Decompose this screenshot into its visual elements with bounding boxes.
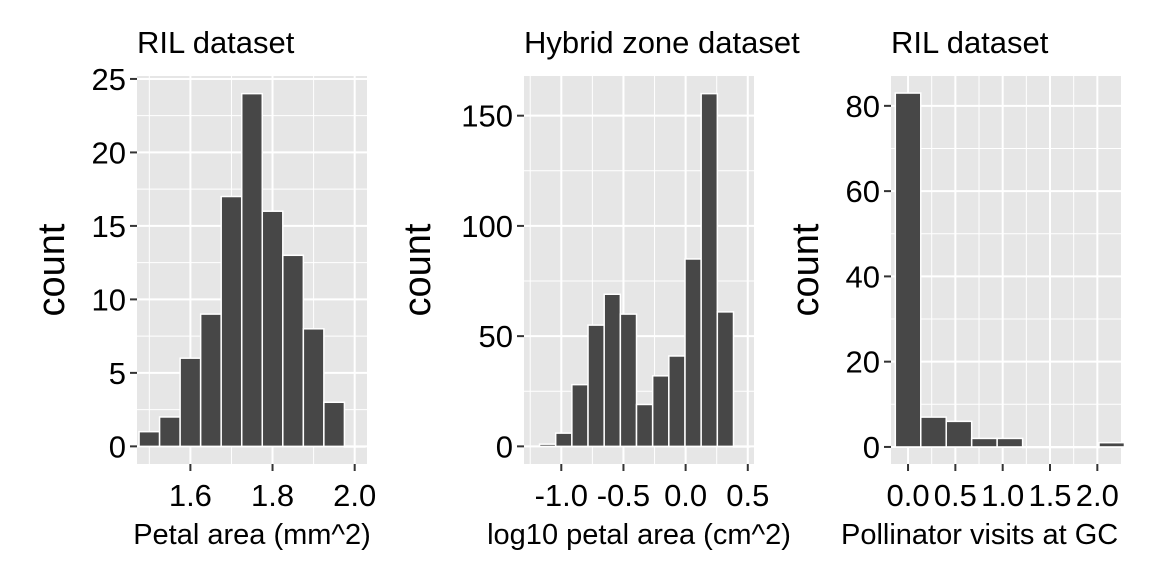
histogram-bar (571, 383, 589, 448)
x-tick-label: 1.5 (1028, 478, 1071, 513)
bars (894, 92, 1126, 449)
y-tick-label: 0 (496, 429, 513, 464)
x-axis-label: log10 petal area (cm^2) (487, 519, 791, 551)
x-tick-label: -0.5 (597, 478, 650, 513)
ticks: 0 50 100 150 -1.0 -0.5 0.0 0.5 (461, 99, 769, 513)
chart-ril-pollinator-visits: RIL dataset 0 20 40 60 80 0.0 0.5 1.0 1.5 2.0 Pol… (785, 25, 1126, 551)
histogram-bar (261, 210, 284, 448)
y-tick-label: 15 (92, 209, 126, 244)
ticks: 0 5 10 15 20 25 1.6 1.8 2.0 (92, 62, 377, 513)
histogram-bar (343, 445, 366, 448)
y-tick-label: 60 (846, 174, 880, 209)
histogram-bar (138, 430, 161, 448)
y-axis-label: count (397, 223, 439, 316)
chart-ril-petal-area: RIL dataset 0 5 10 15 20 25 1.6 1.8 2.0 Petal ar… (31, 25, 376, 551)
x-tick-label: 0.0 (886, 478, 929, 513)
y-tick-label: 50 (479, 319, 513, 354)
histogram-bar (684, 258, 702, 448)
histogram-bar (158, 416, 181, 448)
y-tick-label: 150 (461, 99, 513, 134)
histogram-bar (1021, 446, 1049, 449)
histogram-bar (199, 313, 222, 448)
histogram-bar (700, 92, 719, 448)
y-tick-label: 40 (846, 259, 880, 294)
histogram-bar (1098, 441, 1126, 448)
histogram-bar (282, 254, 305, 448)
x-tick-label: 1.8 (251, 478, 294, 513)
histogram-bar (1072, 446, 1100, 449)
histogram-bar (970, 437, 998, 448)
histogram-bar (323, 401, 346, 448)
histogram-bar (732, 445, 751, 448)
chart-title: RIL dataset (137, 25, 295, 60)
bars (138, 92, 366, 448)
chart-title: Hybrid zone dataset (524, 25, 800, 60)
y-tick-label: 5 (109, 356, 126, 391)
histogram-bar (635, 403, 654, 448)
chart-hybrid-zone-log-petal-area: Hybrid zone dataset 0 50 100 150 -1.0 -0.5 0.0… (397, 25, 800, 551)
histogram-bar (996, 437, 1024, 448)
x-axis-label: Petal area (mm^2) (133, 519, 371, 551)
y-axis-label: count (31, 223, 73, 316)
histogram-bar (651, 375, 670, 448)
x-tick-label: 2.0 (333, 478, 376, 513)
x-tick-label: 0.0 (664, 478, 707, 513)
gridlines (891, 76, 1121, 464)
histogram-bar (619, 313, 638, 448)
histogram-bar (587, 324, 605, 448)
histogram-bar (302, 328, 325, 448)
y-tick-label: 25 (92, 62, 126, 97)
y-axis-label: count (785, 223, 827, 316)
chart-title: RIL dataset (891, 25, 1049, 60)
y-tick-label: 0 (863, 430, 880, 465)
histogram-bar (554, 432, 573, 448)
y-tick-label: 100 (461, 209, 513, 244)
bars (538, 92, 751, 448)
x-tick-label: 1.6 (169, 478, 212, 513)
histogram-bar (220, 195, 243, 448)
x-tick-label: -1.0 (535, 478, 588, 513)
y-tick-label: 20 (92, 135, 126, 170)
histogram-bar (894, 92, 922, 448)
histogram-bar (179, 357, 202, 448)
histogram-bar (920, 416, 947, 448)
histogram-bar (240, 92, 264, 448)
x-tick-label: 0.5 (934, 478, 977, 513)
y-tick-label: 20 (846, 345, 880, 380)
y-tick-label: 80 (846, 89, 880, 124)
x-tick-label: 0.5 (726, 478, 769, 513)
x-tick-label: 2.0 (1076, 478, 1119, 513)
y-tick-label: 0 (109, 429, 126, 464)
histogram-bar (1047, 446, 1075, 449)
ticks: 0 20 40 60 80 0.0 0.5 1.0 1.5 2.0 (846, 89, 1119, 513)
histogram-bar (668, 355, 686, 448)
y-tick-label: 10 (92, 282, 126, 317)
panel-background (891, 76, 1121, 464)
histogram-bar (945, 420, 973, 448)
histogram-bar (538, 443, 557, 448)
x-axis-label: Pollinator visits at GC (841, 519, 1118, 551)
x-tick-label: 1.0 (981, 478, 1024, 513)
histogram-bar (716, 311, 735, 448)
histogram-bar (603, 293, 622, 448)
